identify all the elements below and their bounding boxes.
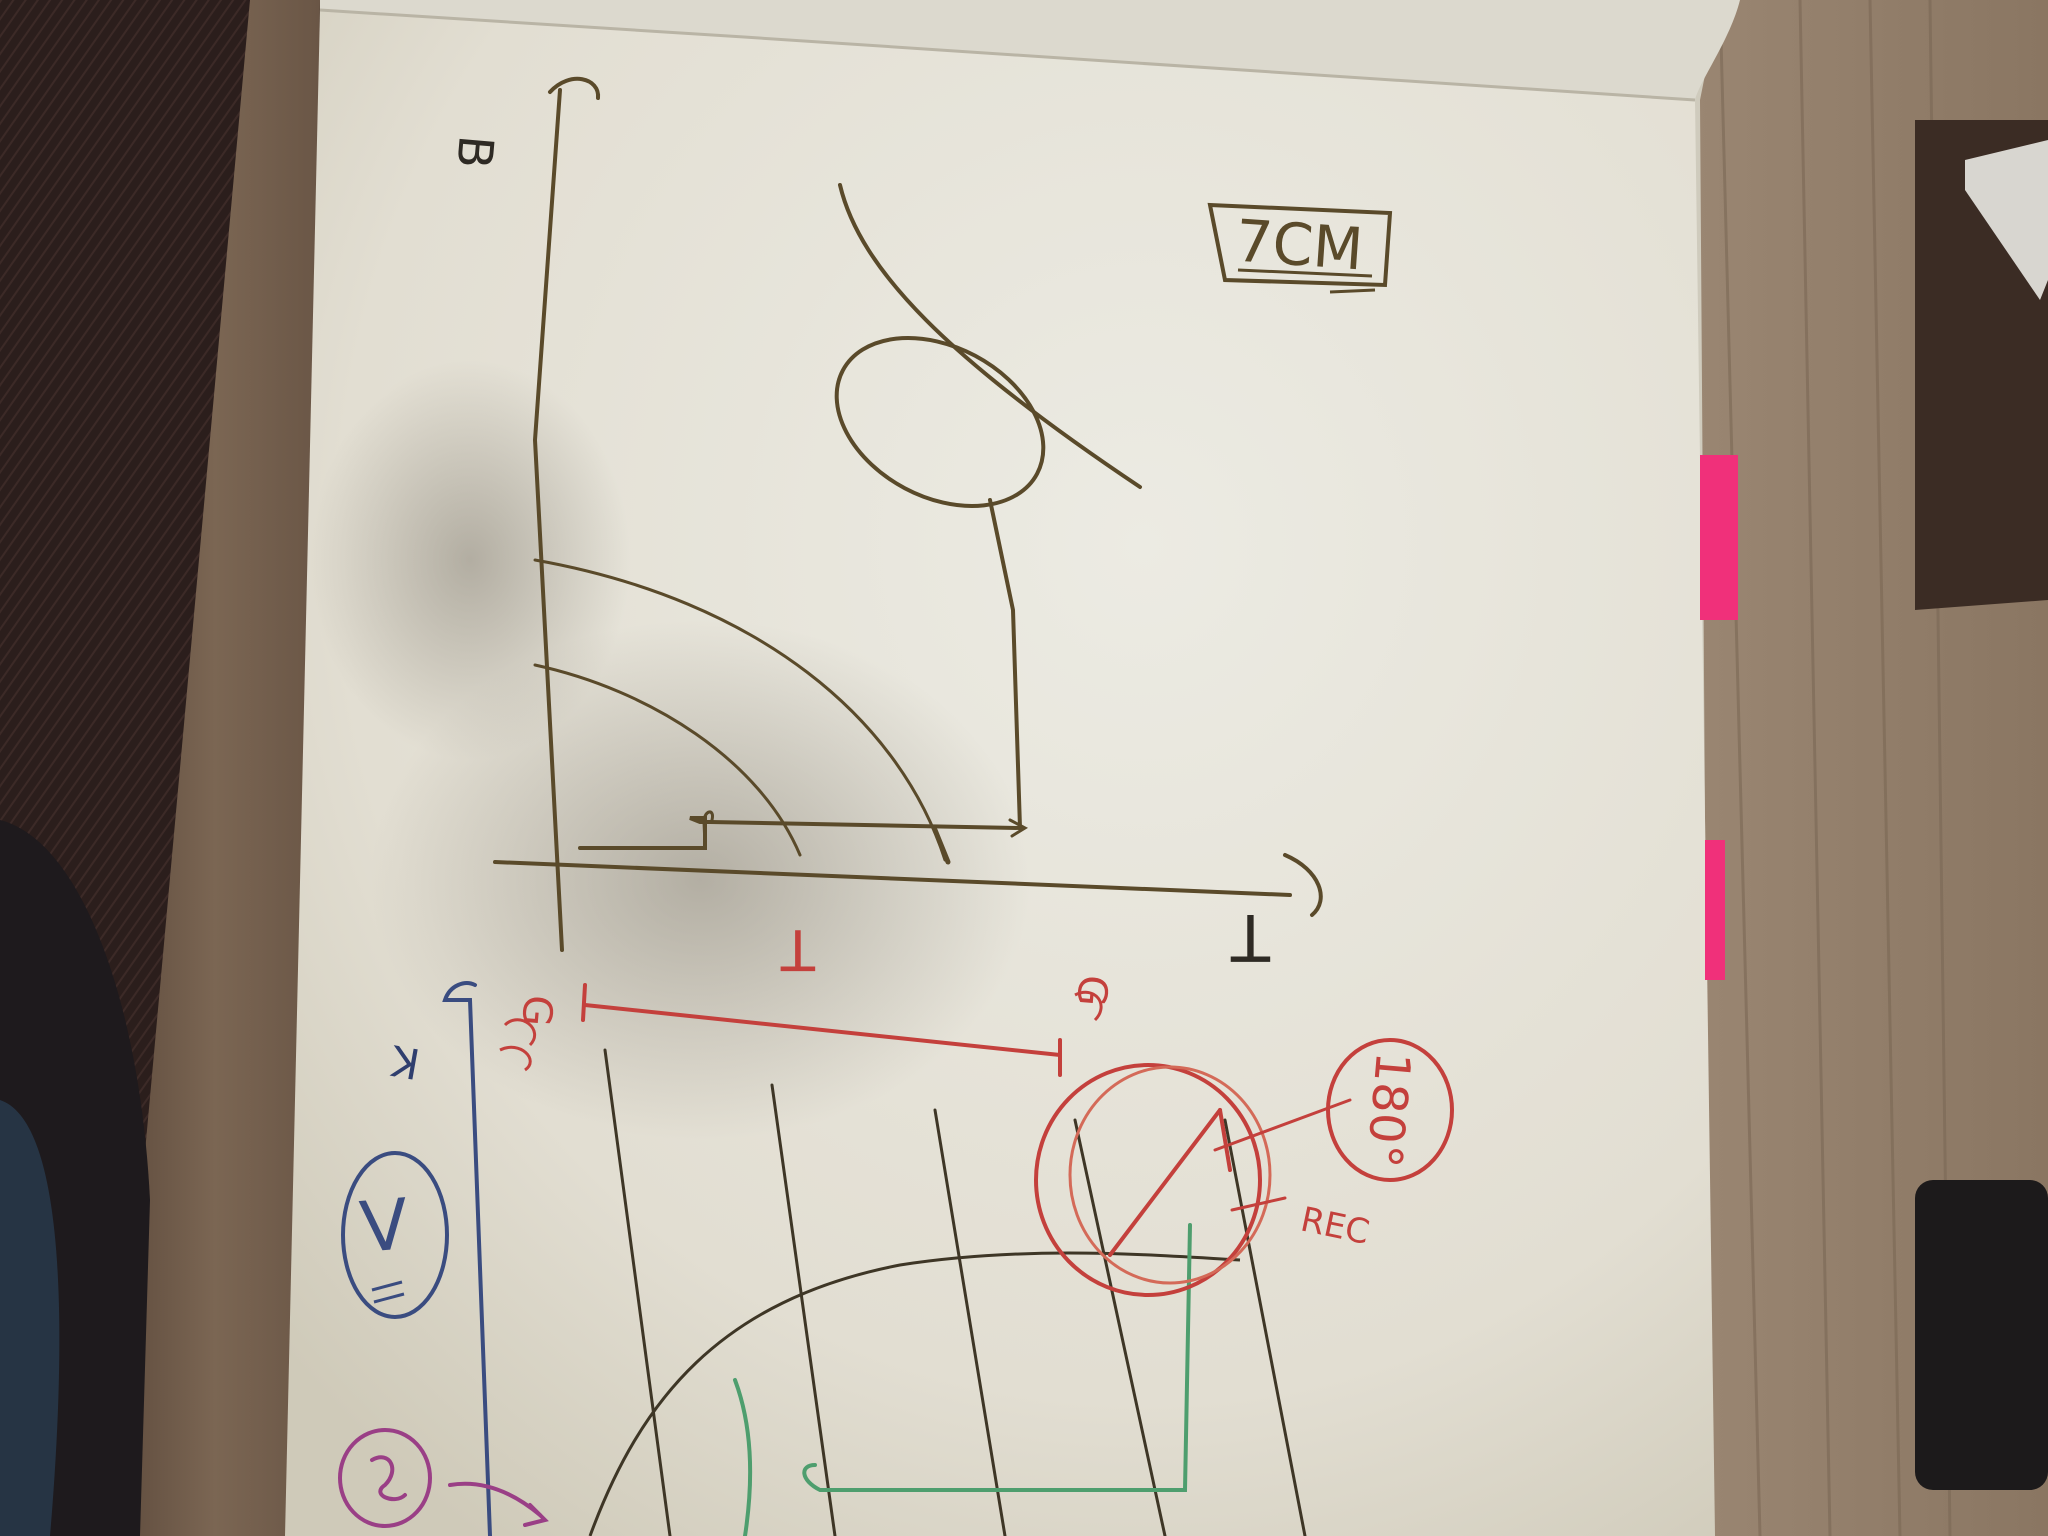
svg-text:180°: 180° (1355, 1050, 1421, 1170)
dark-arc (588, 1251, 1241, 1536)
red-top-label: T (780, 916, 816, 981)
upper-chart (493, 76, 1323, 952)
red-right-tick-label: G (1067, 973, 1116, 1008)
sticky-note-top (1700, 455, 1738, 620)
arc-inner (533, 663, 802, 857)
sticky-note-bottom (1705, 840, 1725, 980)
vertical-lines (603, 1048, 1307, 1536)
y-axis-arrow (548, 76, 601, 100)
rise-line (988, 498, 1022, 830)
phone (1915, 1180, 2048, 1490)
page-curl (320, 0, 1740, 100)
y-axis (532, 88, 564, 952)
hand-shadow-upper (310, 360, 630, 760)
hand-shadow (370, 620, 1030, 1140)
blue-axis (442, 981, 492, 1536)
x-axis-label: T (1230, 899, 1271, 973)
page-curl-edge (319, 8, 1696, 102)
boxed-note-text: 7CM (1233, 207, 1365, 284)
red-right-scribble (1074, 990, 1103, 1022)
arc-outer (533, 558, 947, 862)
boxed-note (1207, 202, 1393, 294)
red-left-tick-label: G (512, 993, 561, 1028)
y-axis-label: B (445, 133, 504, 171)
wood-table-left (110, 0, 320, 1536)
svg-text:V: V (357, 1183, 412, 1269)
descending-curve (838, 183, 1142, 489)
x-axis-arrow (1283, 853, 1323, 917)
purple-note (338, 1428, 549, 1528)
step-curve (578, 816, 1022, 850)
red-left-scribble (499, 1018, 537, 1072)
x-axis (493, 860, 1292, 897)
jeans (0, 1100, 60, 1536)
white-paper-corner (1965, 140, 2048, 300)
ellipse (834, 336, 1046, 508)
circled-v: V (341, 1151, 449, 1319)
circled-180: 180° (1326, 1038, 1454, 1182)
red-interval (581, 983, 1062, 1077)
green-shapes (733, 1223, 1192, 1536)
